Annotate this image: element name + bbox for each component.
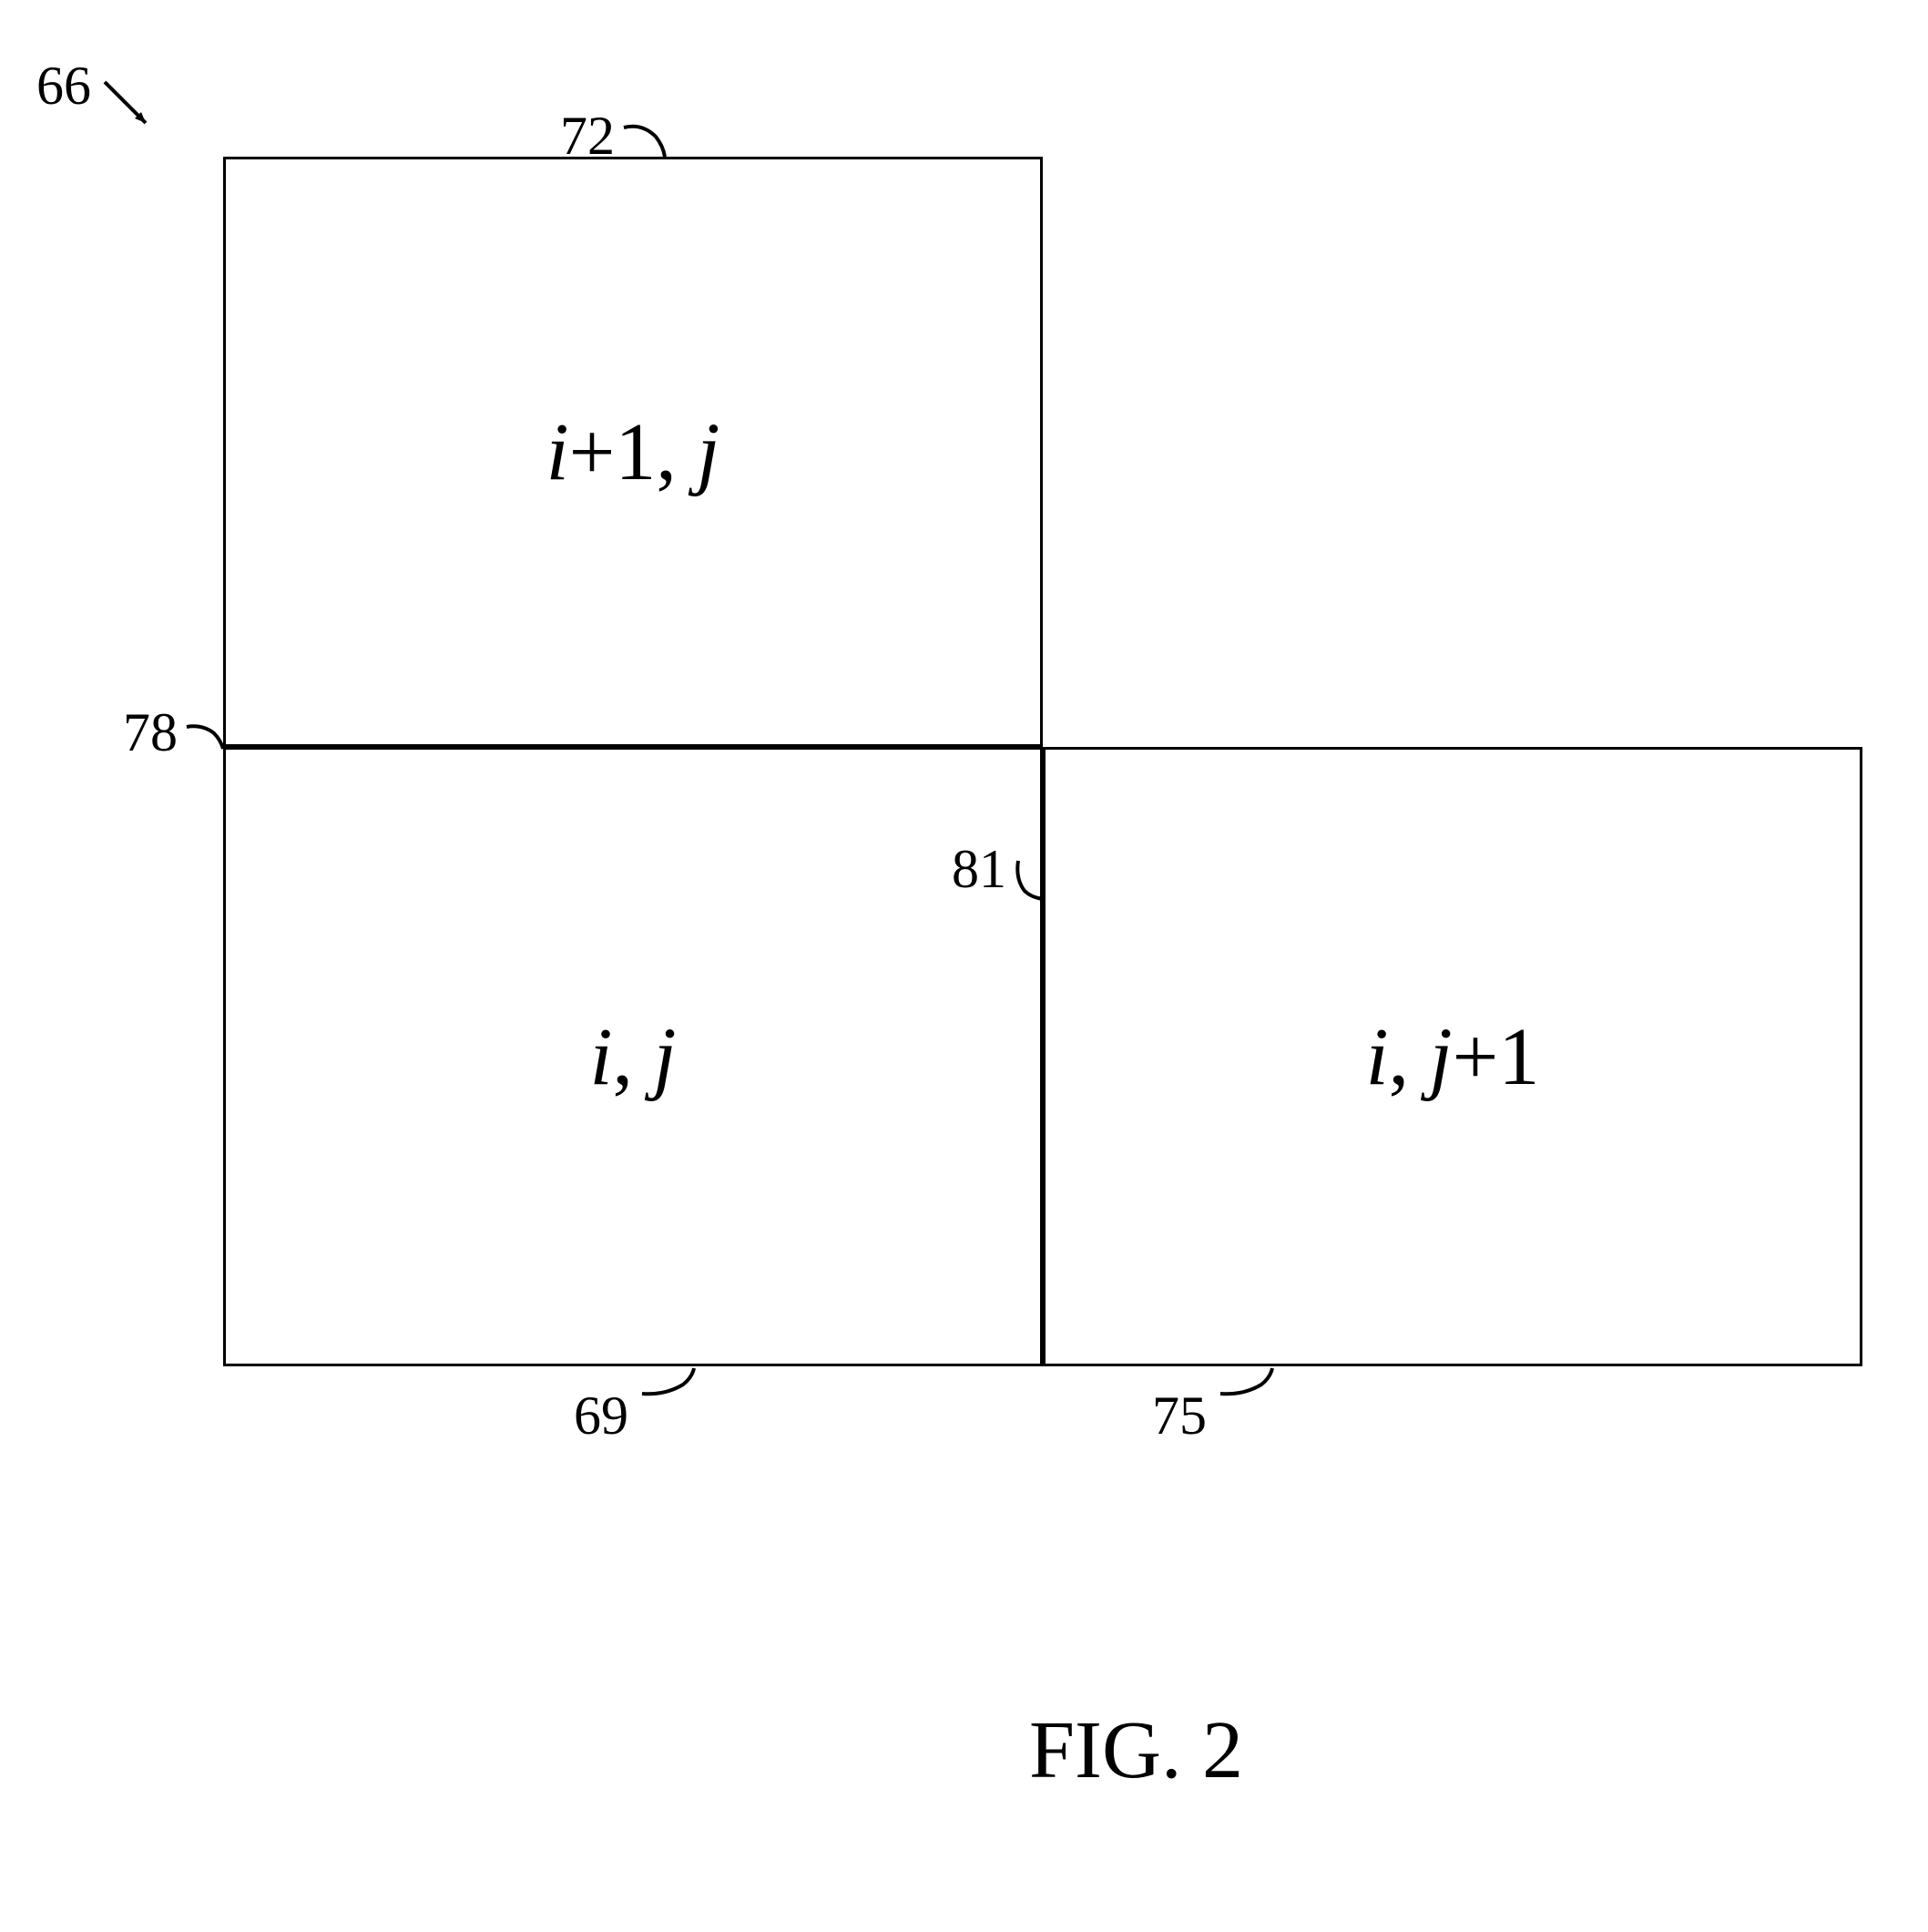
cell-top-left-label: i+1, j <box>546 405 720 499</box>
diagram-container: i+1, j i, j i, j+1 66 72 78 81 69 <box>0 0 1928 1932</box>
bottom-left-comma: , <box>613 1012 654 1102</box>
hook-75 <box>1216 1366 1280 1398</box>
bottom-right-comma: , <box>1389 1012 1430 1102</box>
figure-caption: FIG. 2 <box>1029 1703 1243 1797</box>
bottom-right-i: i <box>1366 1012 1389 1102</box>
cell-bottom-left-label: i, j <box>589 1010 676 1104</box>
bottom-left-i: i <box>589 1012 612 1102</box>
cell-bottom-right: i, j+1 <box>1043 747 1862 1366</box>
hook-69 <box>638 1366 701 1398</box>
hook-66-arrow <box>100 77 168 146</box>
hook-78 <box>182 720 228 751</box>
ref-label-72: 72 <box>560 105 615 168</box>
top-left-plus: +1, <box>569 407 677 497</box>
ref-label-78: 78 <box>123 701 178 764</box>
cell-bottom-right-label: i, j+1 <box>1366 1010 1540 1104</box>
dotted-edge-vertical <box>1042 750 1046 1365</box>
top-left-i: i <box>546 407 569 497</box>
ref-label-75: 75 <box>1152 1385 1207 1447</box>
hook-72 <box>619 118 674 159</box>
bottom-left-j: j <box>654 1012 677 1102</box>
bottom-right-plus: +1 <box>1453 1012 1540 1102</box>
dotted-edge-horizontal <box>226 746 1041 750</box>
top-left-j: j <box>677 407 720 497</box>
cell-bottom-left: i, j <box>223 747 1043 1366</box>
ref-label-81: 81 <box>952 838 1006 901</box>
cell-top-left: i+1, j <box>223 157 1043 747</box>
bottom-right-j: j <box>1430 1012 1453 1102</box>
hook-81 <box>1011 856 1047 902</box>
ref-label-69: 69 <box>574 1385 628 1447</box>
ref-label-66: 66 <box>36 55 91 118</box>
